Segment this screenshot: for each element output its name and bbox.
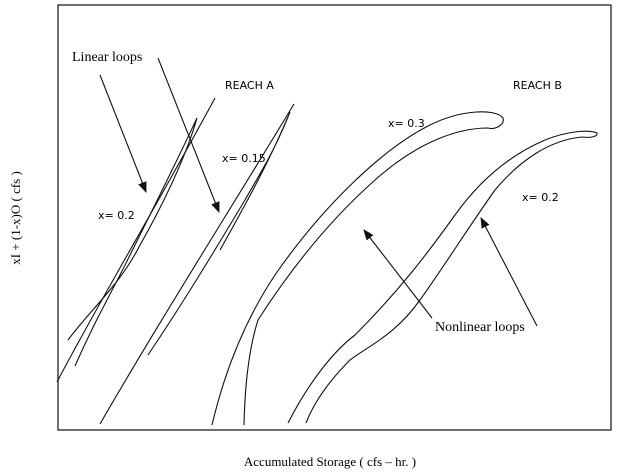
loop-a2 xyxy=(99,103,295,425)
arrow xyxy=(157,57,220,214)
arrow xyxy=(363,229,433,319)
label: REACH A xyxy=(225,79,274,92)
arrows xyxy=(99,57,538,327)
curves xyxy=(56,97,598,426)
label: Linear loops xyxy=(72,50,142,65)
x-axis-label: Accumulated Storage ( cfs – hr. ) xyxy=(244,454,416,469)
label: x= 0.2 xyxy=(98,209,135,222)
frame xyxy=(57,4,612,431)
label: x= 0.3 xyxy=(388,117,425,130)
y-axis-label: xI + (1-x)O ( cfs ) xyxy=(8,171,23,265)
loop-a1 xyxy=(67,117,198,367)
loop-b2 xyxy=(287,130,598,424)
label: Nonlinear loops xyxy=(435,320,525,335)
label: REACH B xyxy=(513,79,562,92)
arrow xyxy=(480,217,538,327)
loop-a2 xyxy=(147,111,291,356)
loop-a1 xyxy=(56,97,216,383)
loop-b1 xyxy=(211,111,504,426)
label: x= 0.15 xyxy=(222,152,266,165)
label: x= 0.2 xyxy=(522,191,559,204)
arrow xyxy=(99,74,147,194)
